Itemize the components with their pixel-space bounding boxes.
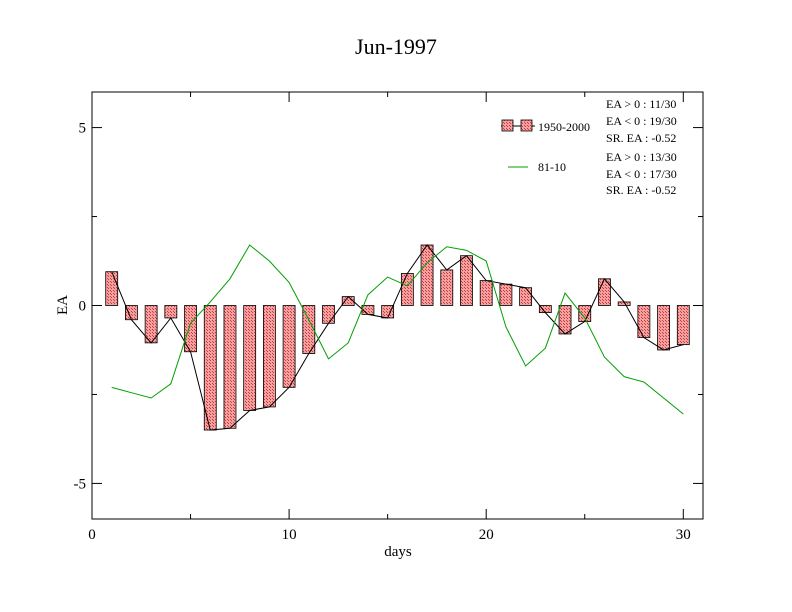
axis-ticks: 0 10 20 30 -5 0 5 [74,92,703,543]
bar-day-9 [262,305,276,408]
bar-day-30 [676,305,690,346]
bar-day-16 [400,273,414,306]
y-axis-label: EA [55,295,71,315]
bar-day-18 [440,269,454,306]
legend-label-81-10: 81-10 [538,160,566,174]
legend-stat-81-10-pos: EA > 0 : 13/30 [606,150,677,164]
y-tick-label: 5 [79,121,87,137]
x-tick-label: 0 [88,527,96,543]
bar-day-8 [243,305,257,411]
bar-day-28 [637,305,651,338]
legend-bar-marker-2 [520,119,533,132]
chart-title: Jun-1997 [355,34,437,59]
bar-day-20 [479,280,493,306]
y-tick-label: 0 [79,299,87,315]
legend-bar-marker-1 [501,119,514,132]
lines-layer [111,244,684,431]
bar-day-22 [519,287,533,306]
legend-label-1950-2000: 1950-2000 [538,120,590,134]
bar-day-1 [105,271,119,306]
bar-day-2 [125,305,138,321]
legend: 1950-2000 EA > 0 : 11/30 EA < 0 : 19/30 … [501,97,677,197]
bar-day-10 [282,305,296,388]
bar-day-21 [499,283,513,306]
bar-day-29 [657,305,670,351]
legend-stat-1950-2000-sr: SR. EA : -0.52 [606,131,676,145]
bar-day-12 [322,305,335,324]
bar-day-4 [164,305,178,319]
y-tick-label: -5 [74,476,87,492]
series-line-81-10 [111,244,684,415]
legend-stat-1950-2000-pos: EA > 0 : 11/30 [606,97,676,111]
x-tick-label: 10 [282,527,297,543]
bar-day-7 [223,305,237,429]
x-axis-label: days [384,544,412,560]
bars-layer [105,244,690,431]
x-tick-label: 30 [676,527,691,543]
bar-day-19 [460,255,473,306]
x-tick-label: 20 [479,527,494,543]
legend-stat-81-10-neg: EA < 0 : 17/30 [606,167,677,181]
bar-day-26 [598,278,611,306]
bar-day-17 [420,244,434,306]
legend-stat-1950-2000-neg: EA < 0 : 19/30 [606,114,677,128]
series-line-1950-2000 [111,244,684,431]
legend-stat-81-10-sr: SR. EA : -0.52 [606,183,676,197]
